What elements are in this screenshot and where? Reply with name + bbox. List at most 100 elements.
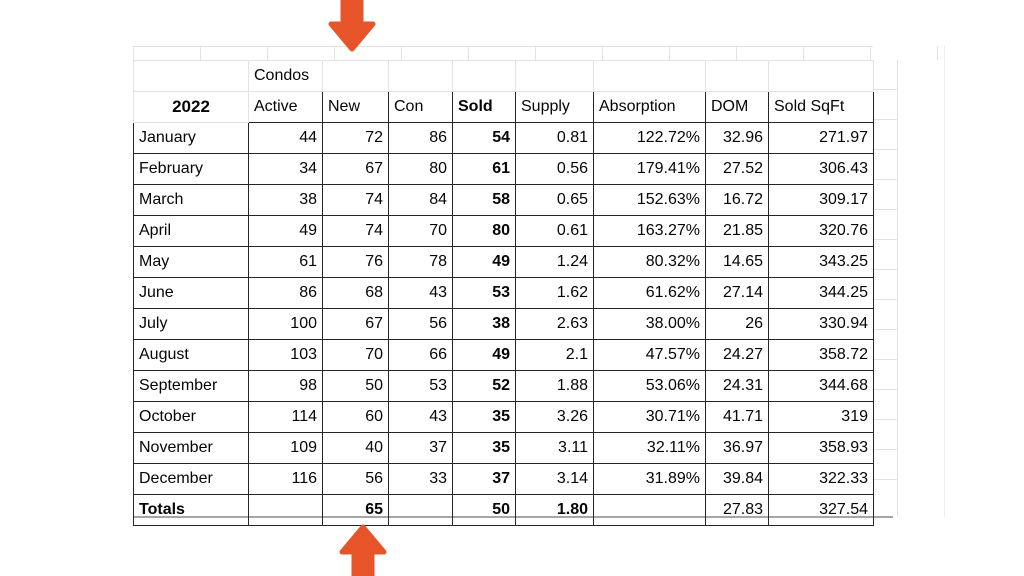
con-cell[interactable]: 43	[388, 401, 453, 433]
active-cell[interactable]: 109	[248, 432, 323, 464]
new-cell[interactable]: 70	[322, 339, 389, 371]
month-cell[interactable]: November	[133, 432, 249, 464]
empty-cell[interactable]	[705, 60, 769, 92]
con-cell[interactable]: 66	[388, 339, 453, 371]
absorption-cell[interactable]: 31.89%	[593, 463, 706, 495]
empty-cell[interactable]	[768, 60, 874, 92]
new-cell[interactable]: 60	[322, 401, 389, 433]
dom-cell[interactable]: 16.72	[705, 184, 769, 216]
month-cell[interactable]: May	[133, 246, 249, 278]
sold-cell[interactable]: 49	[452, 339, 516, 371]
new-cell[interactable]: 74	[322, 184, 389, 216]
dom-cell[interactable]: 24.31	[705, 370, 769, 402]
empty-cell[interactable]	[593, 60, 706, 92]
con-cell[interactable]: 43	[388, 277, 453, 309]
new-cell[interactable]: 74	[322, 215, 389, 247]
con-cell[interactable]: 84	[388, 184, 453, 216]
totals-con-cell[interactable]	[388, 494, 453, 526]
totals-dom-cell[interactable]: 27.83	[705, 494, 769, 526]
absorption-cell[interactable]: 47.57%	[593, 339, 706, 371]
sold-cell[interactable]: 38	[452, 308, 516, 340]
group-header-cell[interactable]: Condos	[248, 60, 323, 92]
dom-cell[interactable]: 21.85	[705, 215, 769, 247]
totals-absorption-cell[interactable]	[593, 494, 706, 526]
new-cell[interactable]: 72	[322, 122, 389, 154]
new-cell[interactable]: 67	[322, 153, 389, 185]
con-cell[interactable]: 53	[388, 370, 453, 402]
year-cell[interactable]: 2022	[133, 91, 249, 123]
month-cell[interactable]: February	[133, 153, 249, 185]
dom-cell[interactable]: 41.71	[705, 401, 769, 433]
sold-sqft-cell[interactable]: 344.68	[768, 370, 874, 402]
new-cell[interactable]: 40	[322, 432, 389, 464]
con-cell[interactable]: 86	[388, 122, 453, 154]
column-header-absorption[interactable]: Absorption	[593, 91, 706, 123]
absorption-cell[interactable]: 30.71%	[593, 401, 706, 433]
totals-new-cell[interactable]: 65	[322, 494, 389, 526]
absorption-cell[interactable]: 38.00%	[593, 308, 706, 340]
absorption-cell[interactable]: 122.72%	[593, 122, 706, 154]
supply-cell[interactable]: 3.26	[515, 401, 594, 433]
active-cell[interactable]: 103	[248, 339, 323, 371]
totals-supply-cell[interactable]: 1.80	[515, 494, 594, 526]
month-cell[interactable]: July	[133, 308, 249, 340]
month-cell[interactable]: March	[133, 184, 249, 216]
month-cell[interactable]: August	[133, 339, 249, 371]
sold-sqft-cell[interactable]: 309.17	[768, 184, 874, 216]
month-cell[interactable]: December	[133, 463, 249, 495]
totals-sold-cell[interactable]: 50	[452, 494, 516, 526]
empty-cell[interactable]	[515, 60, 594, 92]
supply-cell[interactable]: 3.14	[515, 463, 594, 495]
sold-sqft-cell[interactable]: 322.33	[768, 463, 874, 495]
new-cell[interactable]: 68	[322, 277, 389, 309]
totals-active-cell[interactable]	[248, 494, 323, 526]
sold-cell[interactable]: 80	[452, 215, 516, 247]
absorption-cell[interactable]: 61.62%	[593, 277, 706, 309]
totals-label-cell[interactable]: Totals	[133, 494, 249, 526]
sold-sqft-cell[interactable]: 319	[768, 401, 874, 433]
new-cell[interactable]: 67	[322, 308, 389, 340]
column-header-con[interactable]: Con	[388, 91, 453, 123]
active-cell[interactable]: 116	[248, 463, 323, 495]
month-cell[interactable]: April	[133, 215, 249, 247]
dom-cell[interactable]: 26	[705, 308, 769, 340]
sold-sqft-cell[interactable]: 358.93	[768, 432, 874, 464]
empty-cell[interactable]	[388, 60, 453, 92]
sold-cell[interactable]: 54	[452, 122, 516, 154]
sold-cell[interactable]: 35	[452, 432, 516, 464]
column-header-sold[interactable]: Sold	[452, 91, 516, 123]
supply-cell[interactable]: 0.56	[515, 153, 594, 185]
dom-cell[interactable]: 39.84	[705, 463, 769, 495]
con-cell[interactable]: 80	[388, 153, 453, 185]
dom-cell[interactable]: 27.14	[705, 277, 769, 309]
sold-cell[interactable]: 49	[452, 246, 516, 278]
sold-sqft-cell[interactable]: 271.97	[768, 122, 874, 154]
dom-cell[interactable]: 14.65	[705, 246, 769, 278]
supply-cell[interactable]: 0.61	[515, 215, 594, 247]
empty-cell[interactable]	[322, 60, 389, 92]
supply-cell[interactable]: 1.88	[515, 370, 594, 402]
empty-cell[interactable]	[133, 60, 249, 92]
column-header-active[interactable]: Active	[248, 91, 323, 123]
active-cell[interactable]: 34	[248, 153, 323, 185]
new-cell[interactable]: 76	[322, 246, 389, 278]
sold-sqft-cell[interactable]: 330.94	[768, 308, 874, 340]
active-cell[interactable]: 44	[248, 122, 323, 154]
active-cell[interactable]: 38	[248, 184, 323, 216]
con-cell[interactable]: 33	[388, 463, 453, 495]
month-cell[interactable]: January	[133, 122, 249, 154]
sold-cell[interactable]: 53	[452, 277, 516, 309]
supply-cell[interactable]: 0.65	[515, 184, 594, 216]
totals-sold-sqft-cell[interactable]: 327.54	[768, 494, 874, 526]
supply-cell[interactable]: 2.63	[515, 308, 594, 340]
month-cell[interactable]: June	[133, 277, 249, 309]
sold-cell[interactable]: 35	[452, 401, 516, 433]
month-cell[interactable]: September	[133, 370, 249, 402]
sold-sqft-cell[interactable]: 306.43	[768, 153, 874, 185]
con-cell[interactable]: 70	[388, 215, 453, 247]
sold-sqft-cell[interactable]: 358.72	[768, 339, 874, 371]
absorption-cell[interactable]: 53.06%	[593, 370, 706, 402]
sold-sqft-cell[interactable]: 320.76	[768, 215, 874, 247]
absorption-cell[interactable]: 152.63%	[593, 184, 706, 216]
sold-cell[interactable]: 52	[452, 370, 516, 402]
